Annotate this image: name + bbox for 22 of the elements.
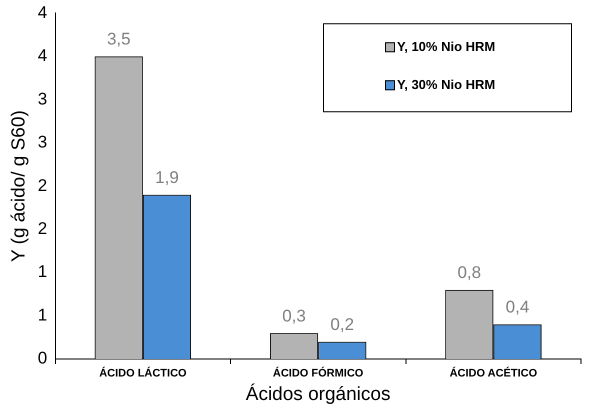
legend-label: Y, 10% Nio HRM [397, 38, 496, 54]
y-tick-label: 4 [38, 46, 48, 66]
data-label: 0,3 [282, 306, 306, 326]
x-axis-title: Ácidos orgánicos [246, 382, 390, 405]
y-tick-label: 1 [38, 262, 48, 282]
y-tick-label: 0 [38, 348, 48, 368]
x-tick-label: ÁCIDO FÓRMICO [272, 366, 364, 380]
y-tick-label: 2 [38, 176, 48, 195]
data-label: 3,5 [106, 30, 131, 49]
data-label: 0,8 [457, 263, 482, 282]
y-tick-label: 3 [38, 132, 48, 152]
data-label: 0,2 [330, 314, 354, 334]
legend-label: Y, 30% Nio HRM [397, 76, 496, 92]
y-tick-label: 3 [38, 89, 48, 108]
x-tick-label: ÁCIDO LÁCTICO [99, 366, 188, 380]
y-tick-label: 4 [38, 2, 48, 22]
y-tick-label: 2 [38, 219, 48, 238]
y-tick-label: 1 [38, 305, 48, 324]
y-axis-title: Y (g ácido/ g S60) [8, 110, 30, 262]
data-label: 0,4 [506, 298, 530, 317]
x-tick-label: ÁCIDO ACÉTICO [450, 366, 538, 380]
data-label: 1,9 [155, 168, 179, 187]
